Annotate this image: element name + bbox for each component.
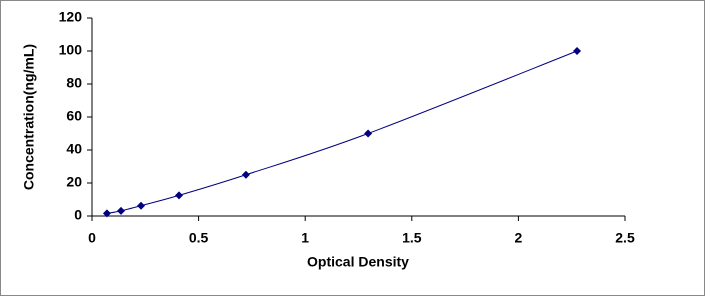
point [116,206,125,215]
x-axis-label: Optical Density [307,254,409,270]
point [174,191,183,200]
point [241,170,250,179]
x-tick-label: 2 [515,230,523,246]
y-tick-label: 60 [66,108,82,124]
y-tick-label: 0 [74,207,82,223]
y-tick-label: 100 [59,42,83,58]
x-tick-label: 0.5 [189,230,209,246]
y-tick-label: 120 [59,9,83,25]
y-tick-label: 80 [66,75,82,91]
y-tick-label: 20 [66,174,82,190]
x-tick-label: 2.5 [615,230,635,246]
x-tick-label: 0 [88,230,96,246]
x-tick-label: 1 [301,230,309,246]
y-tick-label: 40 [66,141,82,157]
point [102,209,111,218]
x-tick-label: 1.5 [402,230,422,246]
point [364,129,373,138]
point [573,47,582,55]
point [137,201,146,210]
y-axis-label: Concentration(ng/mL) [21,44,37,190]
